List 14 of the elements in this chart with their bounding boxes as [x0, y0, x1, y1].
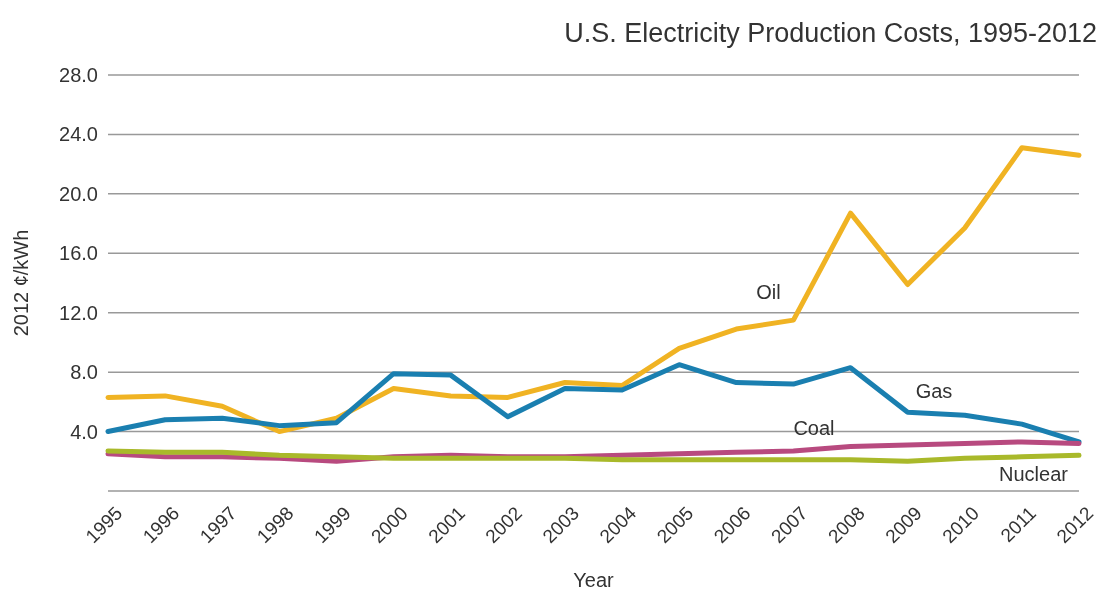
y-tick-label: 20.0 [59, 182, 98, 205]
chart-title: U.S. Electricity Production Costs, 1995-2012 [564, 18, 1097, 48]
y-tick-label: 16.0 [59, 242, 98, 265]
y-tick-label: 4.0 [70, 420, 98, 443]
y-tick-label: 28.0 [59, 64, 98, 86]
y-axis-title: 2012 ¢/kWh [10, 229, 32, 337]
x-axis-title: Year [573, 569, 615, 591]
series-label: Oil [756, 281, 781, 304]
series-label: Nuclear [999, 463, 1069, 486]
y-tick-label: 24.0 [59, 123, 98, 146]
series-label: Gas [915, 380, 953, 403]
y-tick-label: 8.0 [70, 361, 98, 384]
y-tick-label: 12.0 [59, 301, 98, 324]
series-label: Coal [793, 416, 835, 439]
